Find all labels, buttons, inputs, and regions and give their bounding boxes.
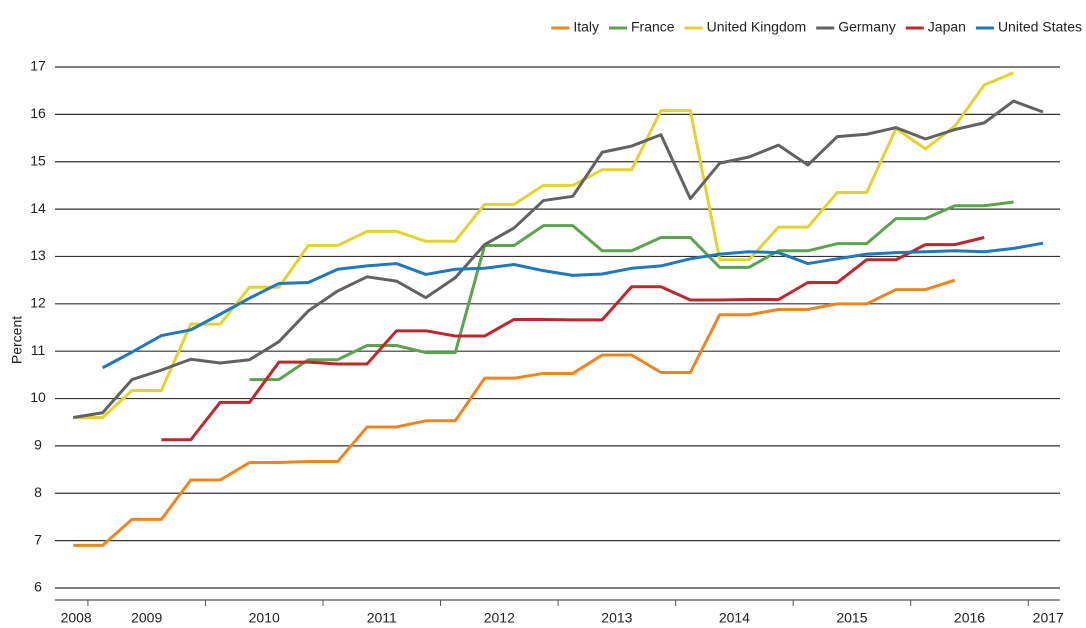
series-line	[249, 200, 1014, 382]
legend-label: France	[631, 19, 675, 35]
y-tick-label: 10	[30, 389, 46, 405]
y-tick-label: 16	[30, 105, 46, 121]
x-tick-label: 2017	[1033, 610, 1064, 626]
x-tick-label: 2009	[131, 610, 162, 626]
legend-label: United States	[998, 19, 1082, 35]
series-line	[73, 278, 956, 547]
x-tick-label: 2012	[484, 610, 515, 626]
x-tick-label: 2008	[61, 610, 92, 626]
legend-label: Japan	[928, 19, 966, 35]
legend-label: Italy	[573, 19, 599, 35]
y-tick-label: 7	[34, 531, 42, 547]
legend-label: Germany	[838, 19, 896, 35]
y-tick-label: 8	[34, 484, 42, 500]
y-axis-label: Percent	[9, 316, 25, 364]
series-line	[161, 236, 985, 442]
y-tick-label: 6	[34, 579, 42, 595]
y-tick-label: 12	[30, 295, 46, 311]
x-tick-label: 2016	[954, 610, 985, 626]
x-tick-label: 2015	[836, 610, 867, 626]
y-tick-label: 9	[34, 437, 42, 453]
y-tick-label: 14	[30, 200, 46, 216]
y-tick-label: 11	[31, 342, 46, 358]
series-line	[72, 99, 1044, 419]
x-tick-label: 2014	[719, 610, 750, 626]
x-tick-label: 2010	[249, 610, 280, 626]
series-line	[73, 71, 1015, 419]
y-tick-label: 15	[30, 152, 46, 168]
y-tick-label: 17	[30, 58, 46, 74]
legend-label: United Kingdom	[707, 19, 807, 35]
y-tick-label: 13	[30, 247, 46, 263]
x-tick-label: 2011	[367, 610, 397, 626]
series-line	[101, 241, 1044, 370]
x-tick-label: 2013	[601, 610, 632, 626]
